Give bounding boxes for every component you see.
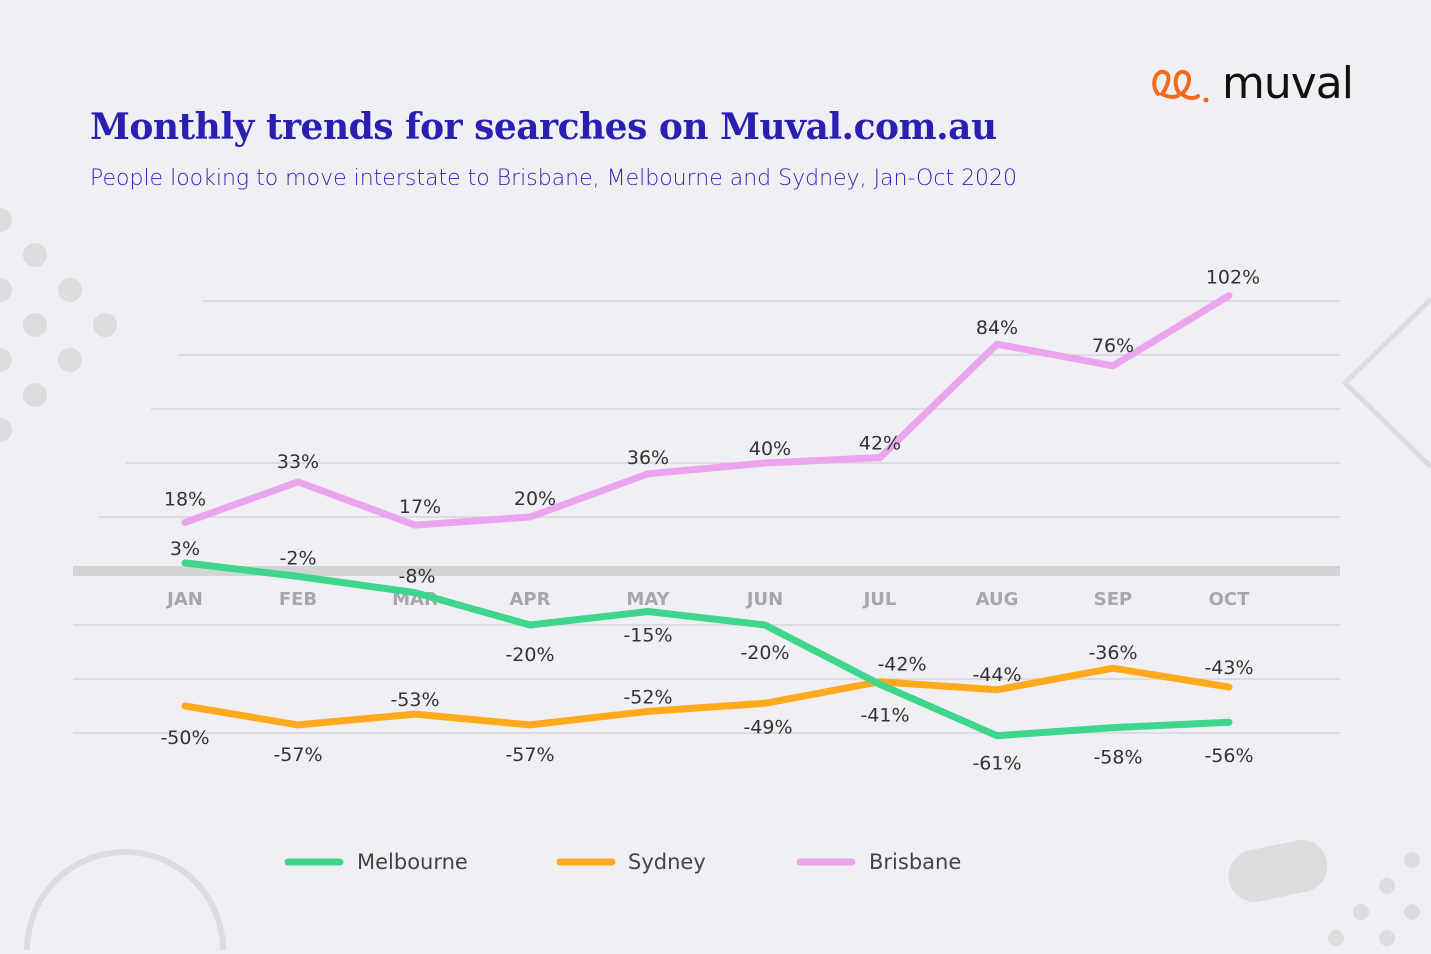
- x-tick-label: APR: [510, 589, 551, 610]
- decorative-arc: [24, 849, 226, 951]
- brisbane-data-label: 17%: [399, 496, 441, 518]
- legend: Melbourne Sydney Brisbane: [284, 850, 961, 874]
- x-tick-label: SEP: [1094, 589, 1132, 610]
- x-tick-label: JUL: [862, 589, 897, 610]
- melbourne-data-label: -56%: [1204, 745, 1253, 767]
- x-tick-label: JAN: [165, 589, 203, 610]
- melbourne-data-label: 3%: [170, 538, 200, 560]
- chart-subtitle: People looking to move interstate to Bri…: [90, 166, 1018, 191]
- brisbane-data-label: 102%: [1206, 267, 1260, 289]
- x-tick-label: MAY: [626, 589, 670, 610]
- decorations: [0, 208, 1431, 951]
- melbourne-data-label: -15%: [623, 625, 672, 647]
- melbourne-data-label: -2%: [280, 547, 317, 569]
- brisbane-data-label: 76%: [1092, 335, 1134, 357]
- brisbane-data-label: 33%: [277, 451, 319, 473]
- x-tick-label: AUG: [976, 589, 1019, 610]
- brisbane-line: [181, 292, 1233, 529]
- melbourne-data-label: -20%: [505, 644, 554, 666]
- x-axis-ticks: JAN FEB MAR APR MAY JUN JUL AUG SEP OCT: [165, 589, 1250, 610]
- melbourne-data-label: -42%: [877, 653, 926, 675]
- sydney-data-label: -52%: [623, 686, 672, 708]
- series-lines: [181, 292, 1233, 740]
- muval-logo-icon: [1152, 69, 1209, 102]
- sydney-data-label: -36%: [1088, 642, 1137, 664]
- x-tick-label: FEB: [279, 589, 317, 610]
- brisbane-data-label: 84%: [976, 317, 1018, 339]
- melbourne-line: [181, 559, 1233, 740]
- brisbane-data-label: 40%: [749, 438, 791, 460]
- sydney-data-label: -50%: [160, 727, 209, 749]
- sydney-data-label: -57%: [505, 744, 554, 766]
- brisbane-data-label: 18%: [164, 488, 206, 510]
- sydney-data-label: -49%: [743, 716, 792, 738]
- x-tick-label: JUN: [745, 589, 783, 610]
- data-labels: -50% -57% -53% -57% -52% -49% -41% -44% -36% -43%…: [160, 267, 1260, 775]
- legend-label-sydney: Sydney: [628, 850, 706, 874]
- melbourne-data-label: -8%: [399, 566, 436, 588]
- melbourne-data-label: -20%: [740, 642, 789, 664]
- sydney-data-label: -57%: [273, 744, 322, 766]
- gridlines: [73, 300, 1340, 734]
- chart-title: Monthly trends for searches on Muval.com…: [90, 106, 997, 148]
- sydney-data-label: -43%: [1204, 657, 1253, 679]
- brisbane-data-label: 42%: [859, 433, 901, 455]
- legend-label-melbourne: Melbourne: [357, 850, 468, 874]
- melbourne-data-label: -58%: [1093, 747, 1142, 769]
- brisbane-data-label: 20%: [514, 488, 556, 510]
- sydney-line: [181, 664, 1233, 729]
- sydney-data-label: -44%: [972, 664, 1021, 686]
- logo-wordmark: muval: [1222, 58, 1354, 109]
- legend-label-brisbane: Brisbane: [869, 850, 961, 874]
- brisbane-data-label: 36%: [627, 447, 669, 469]
- sydney-data-label: -53%: [390, 689, 439, 711]
- melbourne-data-label: -61%: [972, 753, 1021, 775]
- sydney-data-label: -41%: [860, 705, 909, 727]
- muval-logo: muval: [1152, 58, 1354, 109]
- x-tick-label: OCT: [1209, 589, 1251, 610]
